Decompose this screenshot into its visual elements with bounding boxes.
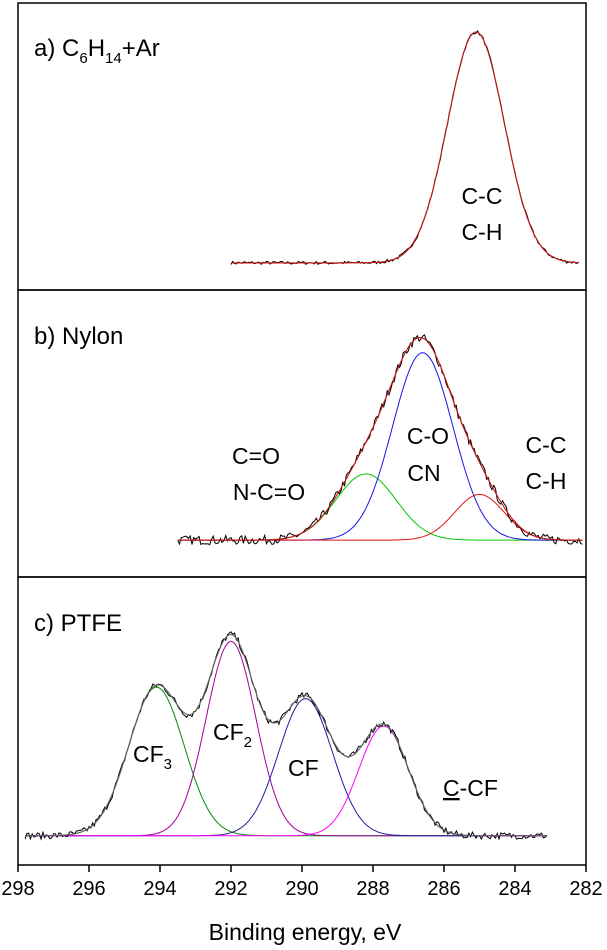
peak-label-b-nco: N-C=O [233,479,305,505]
tick-label-286: 286 [427,878,460,900]
tick-label-284: 284 [498,878,531,900]
peak-label-b-cc: C-C [526,432,567,458]
component-c-2 [25,640,547,837]
panel-c-title: c) PTFE [34,610,122,637]
tick-label-296: 296 [72,878,105,900]
tick-label-288: 288 [356,878,389,900]
tick-label-298: 298 [1,878,34,900]
raw-spectrum-c [24,631,548,841]
peak-label-a-ch: C-H [462,219,503,245]
x-axis-ticks [17,865,587,872]
peak-label-b-ch: C-H [526,468,567,494]
raw-spectrum-b [177,334,583,546]
component-c-3 [25,698,547,837]
tick-label-290: 290 [285,878,318,900]
panel-a-title: a) C6H14+Ar [34,35,160,67]
peak-label-b-co-double: C=O [232,443,280,469]
peak-label-a-cc: C-C [462,183,503,209]
raw-spectrum-a [230,30,580,266]
spectra-curves [24,30,583,841]
peak-label-b-cn: CN [407,460,440,486]
peak-label-c-cf3: CF3 [133,741,172,773]
peak-label-c-cf2: CF2 [213,719,252,751]
panel-b-title: b) Nylon [34,323,123,350]
x-axis-title: Binding energy, eV [209,919,402,945]
peak-label-b-co: C-O [407,423,449,449]
peak-label-c-ccf: C-CF [443,775,498,801]
x-axis-tick-labels: 298 296 294 292 290 288 286 284 282 [1,878,602,900]
tick-label-294: 294 [143,878,176,900]
tick-label-292: 292 [214,878,247,900]
component-c-1 [25,686,547,837]
fit-envelope-b [177,337,583,541]
tick-label-282: 282 [569,878,602,900]
fit-envelope-a [231,31,579,264]
fit-envelope-c [25,633,547,837]
peak-label-c-cf: CF [288,755,319,781]
